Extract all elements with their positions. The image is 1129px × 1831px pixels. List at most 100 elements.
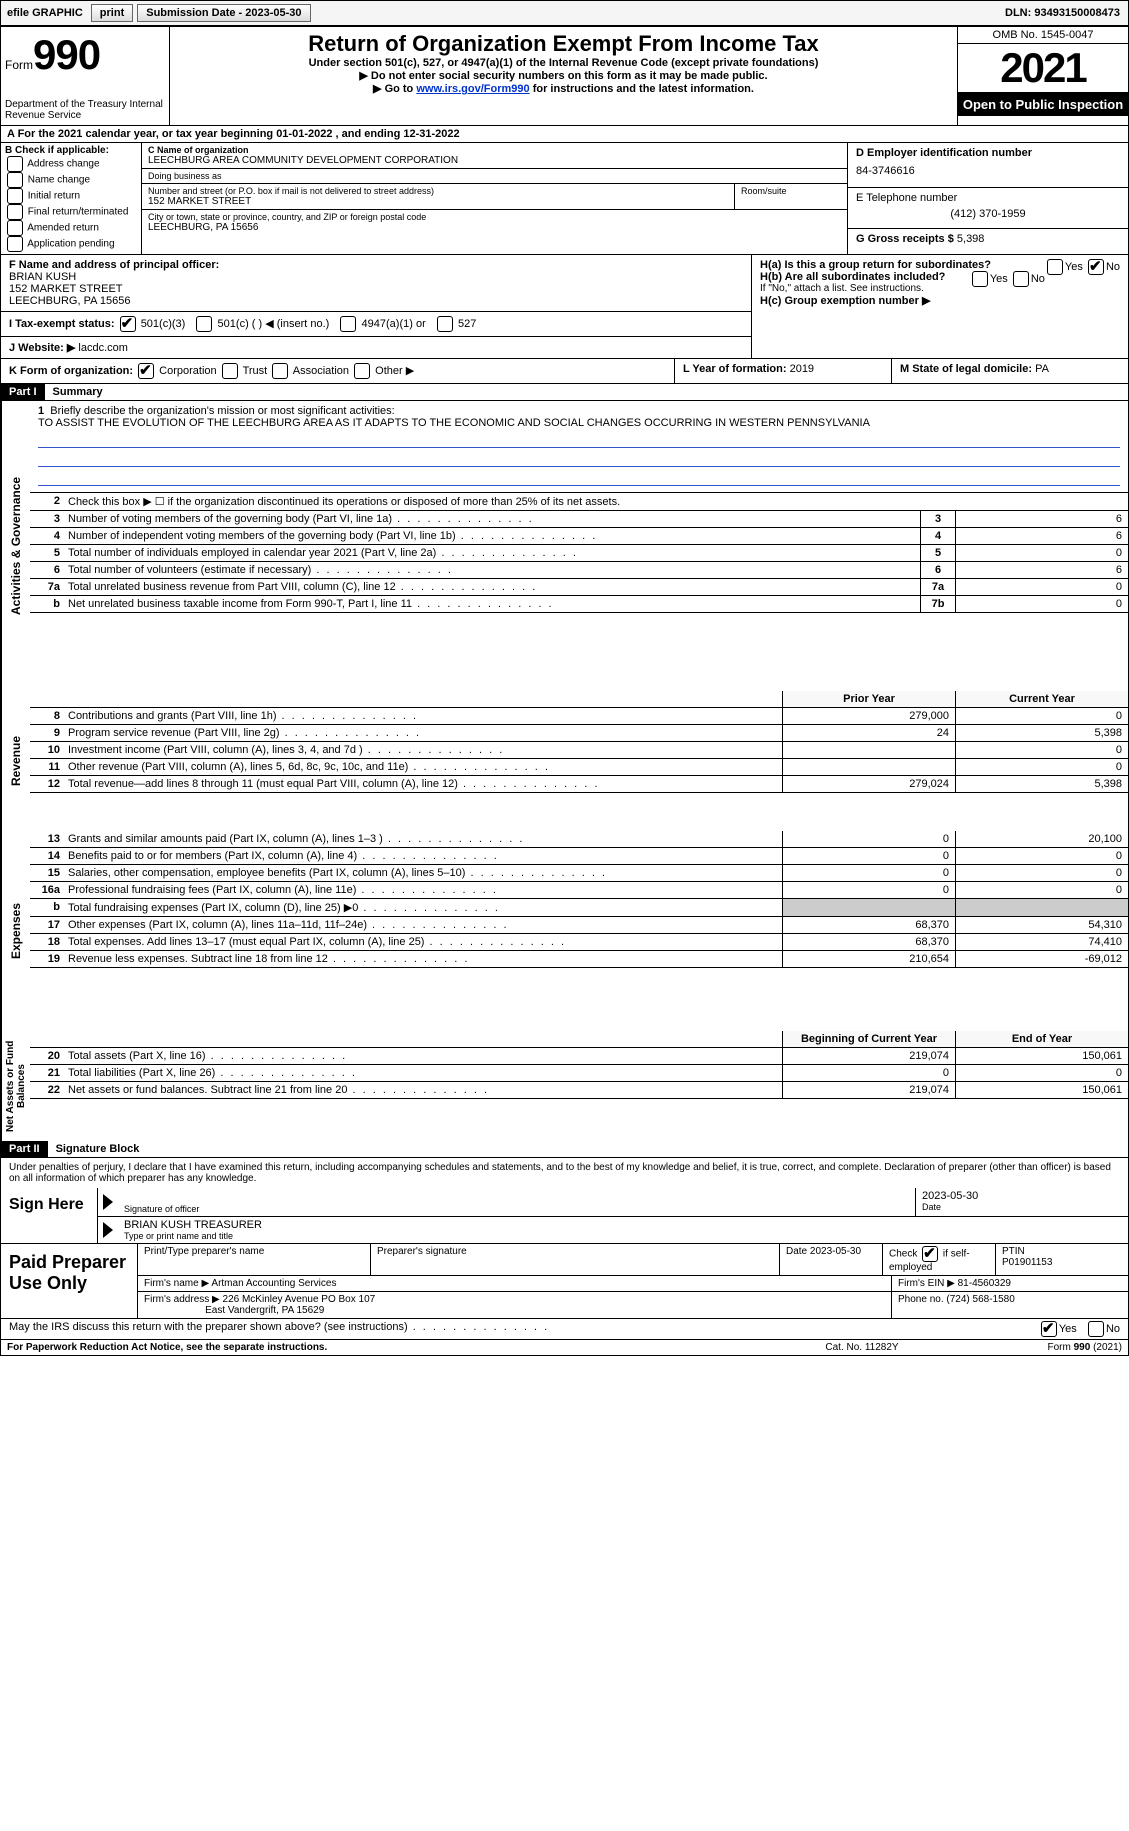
summary-row: b Total fundraising expenses (Part IX, c… xyxy=(30,899,1128,917)
discuss-no[interactable] xyxy=(1088,1321,1104,1337)
chk-initial-return[interactable]: Initial return xyxy=(5,188,137,204)
summary-row: 22 Net assets or fund balances. Subtract… xyxy=(30,1082,1128,1099)
hb-no[interactable] xyxy=(1013,271,1029,287)
chk-self-employed[interactable] xyxy=(922,1246,938,1262)
i-tax-status: I Tax-exempt status: 501(c)(3) 501(c) ( … xyxy=(1,312,751,337)
street-address: 152 MARKET STREET xyxy=(148,196,728,207)
summary-row: 14 Benefits paid to or for members (Part… xyxy=(30,848,1128,865)
hb-note: If "No," attach a list. See instructions… xyxy=(760,283,1120,294)
ssn-note: Do not enter social security numbers on … xyxy=(174,69,953,82)
hb-yes[interactable] xyxy=(972,271,988,287)
part2-tag: Part II xyxy=(1,1141,48,1157)
irs-link[interactable]: www.irs.gov/Form990 xyxy=(416,83,529,95)
phone-value: (412) 370-1959 xyxy=(856,204,1120,224)
summary-row: 7a Total unrelated business revenue from… xyxy=(30,579,1128,596)
goto-note: ▶ Go to www.irs.gov/Form990 for instruct… xyxy=(174,82,953,95)
print-button[interactable]: print xyxy=(91,4,133,22)
col-b-label: B Check if applicable: xyxy=(5,145,137,156)
chk-trust[interactable] xyxy=(222,363,238,379)
gross-receipts: 5,398 xyxy=(957,233,985,245)
chk-address-change[interactable]: Address change xyxy=(5,156,137,172)
part1-title: Summary xyxy=(45,384,111,400)
summary-row: 9 Program service revenue (Part VIII, li… xyxy=(30,725,1128,742)
tax-year: 2021 xyxy=(958,44,1128,93)
chk-corp[interactable] xyxy=(138,363,154,379)
summary-revenue: Revenue Prior Year Current Year 8 Contri… xyxy=(1,691,1128,831)
net-header: Beginning of Current Year End of Year xyxy=(30,1031,1128,1048)
submission-date-label: Submission Date - 2023-05-30 xyxy=(137,4,310,22)
form-number: 990 xyxy=(33,31,100,78)
mission-line xyxy=(38,469,1120,486)
vtab-expenses: Expenses xyxy=(1,831,30,1031)
ein-value: 84-3746616 xyxy=(856,159,1120,183)
ha-no[interactable] xyxy=(1088,259,1104,275)
chk-assoc[interactable] xyxy=(272,363,288,379)
summary-row: 21 Total liabilities (Part X, line 26) 0… xyxy=(30,1065,1128,1082)
summary-row: 8 Contributions and grants (Part VIII, l… xyxy=(30,708,1128,725)
form-header: Form990 Department of the Treasury Inter… xyxy=(1,27,1128,126)
chk-501c[interactable] xyxy=(196,316,212,332)
sig-name-field: BRIAN KUSH TREASURER Type or print name … xyxy=(118,1217,1128,1243)
mission-line xyxy=(38,431,1120,448)
line-2: 2 Check this box ▶ ☐ if the organization… xyxy=(30,493,1128,511)
rev-header: Prior Year Current Year xyxy=(30,691,1128,708)
summary-row: 12 Total revenue—add lines 8 through 11 … xyxy=(30,776,1128,793)
paid-row-1: Print/Type preparer's name Preparer's si… xyxy=(138,1244,1128,1276)
summary-netassets: Net Assets or Fund Balances Beginning of… xyxy=(1,1031,1128,1141)
summary-row: 15 Salaries, other compensation, employe… xyxy=(30,865,1128,882)
may-discuss-row: May the IRS discuss this return with the… xyxy=(1,1319,1128,1340)
phone-cell: E Telephone number (412) 370-1959 xyxy=(848,188,1128,229)
chk-final-return[interactable]: Final return/terminated xyxy=(5,204,137,220)
dba-cell: Doing business as xyxy=(142,169,847,184)
col-b-checkboxes: B Check if applicable: Address change Na… xyxy=(1,143,142,254)
summary-row: 6 Total number of volunteers (estimate i… xyxy=(30,562,1128,579)
vtab-revenue: Revenue xyxy=(1,691,30,831)
form-990-container: Form990 Department of the Treasury Inter… xyxy=(0,26,1129,1356)
chk-4947[interactable] xyxy=(340,316,356,332)
header-left: Form990 Department of the Treasury Inter… xyxy=(1,27,170,125)
k-form-org: K Form of organization: Corporation Trus… xyxy=(1,359,675,383)
ha-yes[interactable] xyxy=(1047,259,1063,275)
sig-date-field: 2023-05-30 Date xyxy=(916,1188,1128,1216)
entity-block: B Check if applicable: Address change Na… xyxy=(1,143,1128,255)
chk-application-pending[interactable]: Application pending xyxy=(5,236,137,252)
paid-preparer-block: Paid Preparer Use Only Print/Type prepar… xyxy=(1,1244,1128,1319)
efile-label: efile GRAPHIC xyxy=(1,7,89,19)
eoy-header: End of Year xyxy=(955,1031,1128,1047)
officer-addr2: LEECHBURG, PA 15656 xyxy=(9,295,130,307)
form-footer: For Paperwork Reduction Act Notice, see … xyxy=(1,1340,1128,1355)
summary-governance: Activities & Governance 1 Briefly descri… xyxy=(1,401,1128,691)
sig-arrow-icon xyxy=(98,1217,118,1243)
l-year: L Year of formation: 2019 xyxy=(675,359,892,383)
ein-cell: D Employer identification number 84-3746… xyxy=(848,143,1128,188)
paid-row-3: Firm's address ▶ 226 McKinley Avenue PO … xyxy=(138,1292,1128,1318)
form-subtitle: Under section 501(c), 527, or 4947(a)(1)… xyxy=(174,57,953,69)
city-state-zip: LEECHBURG, PA 15656 xyxy=(148,222,841,233)
form-version: Form 990 (2021) xyxy=(962,1342,1122,1353)
sig-officer-field: Signature of officer xyxy=(118,1188,916,1216)
summary-row: 4 Number of independent voting members o… xyxy=(30,528,1128,545)
addr-row: Number and street (or P.O. box if mail i… xyxy=(142,184,847,210)
summary-row: 13 Grants and similar amounts paid (Part… xyxy=(30,831,1128,848)
header-right: OMB No. 1545-0047 2021 Open to Public In… xyxy=(957,27,1128,125)
chk-amended-return[interactable]: Amended return xyxy=(5,220,137,236)
summary-row: 11 Other revenue (Part VIII, column (A),… xyxy=(30,759,1128,776)
city-cell: City or town, state or province, country… xyxy=(142,210,847,235)
chk-527[interactable] xyxy=(437,316,453,332)
penalty-text: Under penalties of perjury, I declare th… xyxy=(1,1158,1128,1188)
chk-name-change[interactable]: Name change xyxy=(5,172,137,188)
cat-no: Cat. No. 11282Y xyxy=(762,1342,962,1353)
prior-year-header: Prior Year xyxy=(782,691,955,707)
m-state: M State of legal domicile: PA xyxy=(892,359,1128,383)
part2-title: Signature Block xyxy=(48,1141,148,1157)
summary-expenses: Expenses 13 Grants and similar amounts p… xyxy=(1,831,1128,1031)
signature-block: Under penalties of perjury, I declare th… xyxy=(1,1158,1128,1244)
chk-other[interactable] xyxy=(354,363,370,379)
discuss-yes[interactable] xyxy=(1041,1321,1057,1337)
chk-501c3[interactable] xyxy=(120,316,136,332)
dept-label: Department of the Treasury Internal Reve… xyxy=(5,99,165,121)
boy-header: Beginning of Current Year xyxy=(782,1031,955,1047)
row-a-tax-year: A For the 2021 calendar year, or tax yea… xyxy=(1,126,1128,143)
mission-line xyxy=(38,450,1120,467)
ptin-cell: PTINP01901153 xyxy=(996,1244,1128,1275)
